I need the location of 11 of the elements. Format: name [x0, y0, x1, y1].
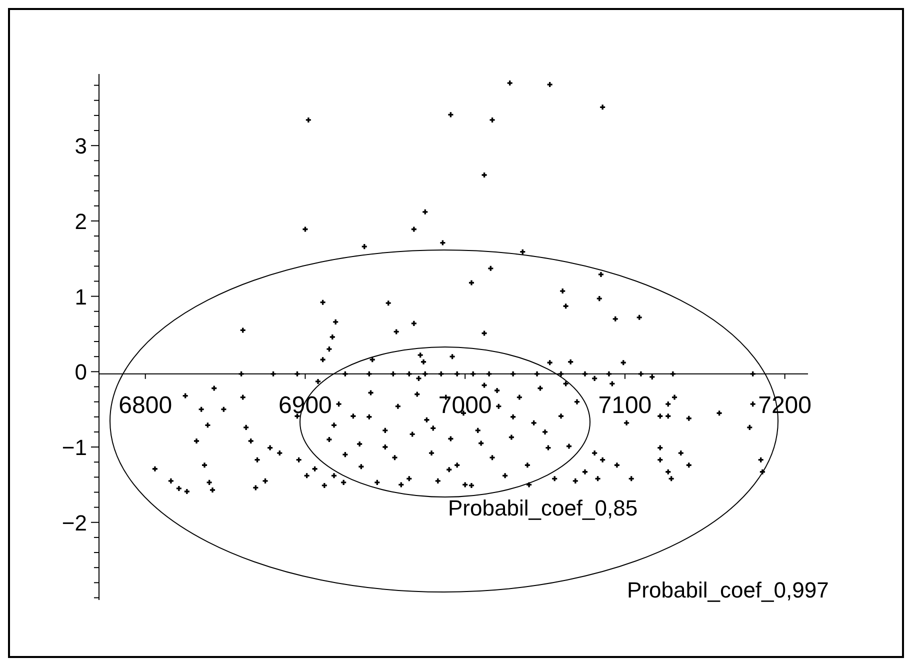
x-tick-label: 6800: [118, 392, 172, 419]
x-tick-label: 7000: [438, 392, 492, 419]
y-tick-label: −2: [62, 510, 87, 536]
y-tick-label: −1: [62, 435, 87, 460]
y-tick-label: 0: [74, 360, 87, 385]
y-tick-label: 2: [74, 208, 87, 234]
y-tick-label: 3: [74, 134, 87, 159]
annotation: Probabil_coef_0,85: [448, 496, 638, 520]
annotation: Probabil_coef_0,997: [627, 578, 829, 602]
y-tick-label: 1: [74, 284, 87, 310]
x-tick-label: 7100: [598, 392, 652, 419]
